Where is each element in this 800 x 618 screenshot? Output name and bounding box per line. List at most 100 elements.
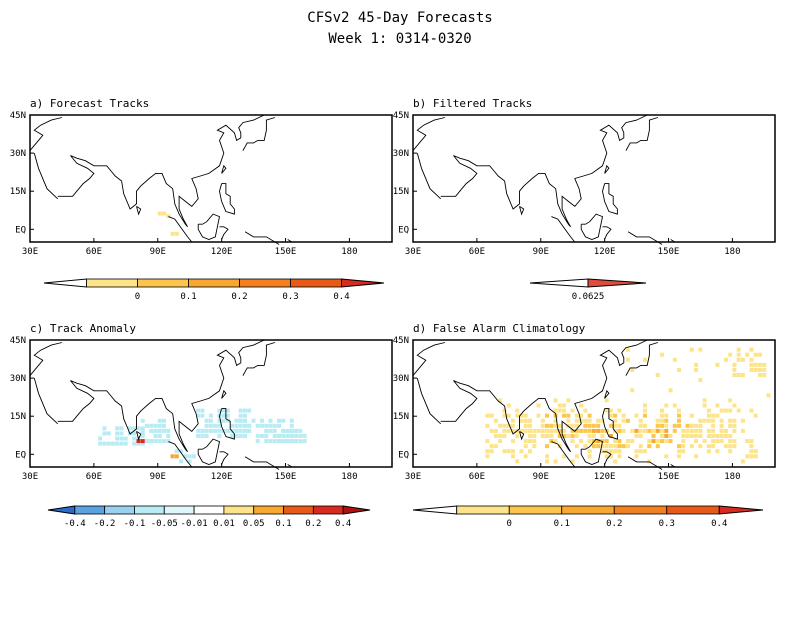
heat-cell (702, 403, 707, 408)
heat-cell (493, 418, 498, 423)
heat-cell (123, 441, 128, 446)
heat-cell (719, 423, 724, 428)
heat-cell (289, 428, 294, 433)
heat-cell (621, 418, 626, 423)
heat-cell (604, 398, 609, 403)
heat-cell (298, 439, 303, 444)
coastline (244, 456, 280, 470)
heat-cell (196, 428, 201, 433)
heat-cell (732, 367, 737, 372)
heat-cell (510, 418, 515, 423)
heat-cell (617, 454, 622, 459)
heat-cell (277, 433, 282, 438)
heat-cell (591, 444, 596, 449)
heat-cell (574, 418, 579, 423)
heat-cell (238, 413, 243, 418)
heat-cell (574, 454, 579, 459)
heat-cell (485, 449, 490, 454)
coastline (221, 389, 227, 399)
colorbar-label: 0.2 (231, 292, 247, 302)
heat-cell (732, 428, 737, 433)
heat-cell (132, 441, 137, 446)
heat-cell (630, 428, 635, 433)
heat-cell (123, 436, 128, 441)
heat-cell (757, 373, 762, 378)
heat-cell (259, 418, 264, 423)
heat-cell (553, 418, 558, 423)
heat-cell (132, 426, 137, 431)
heat-cell (281, 439, 286, 444)
heat-cell (234, 423, 239, 428)
heat-cell (132, 436, 137, 441)
heat-cell (174, 231, 179, 236)
colorbar-segment (587, 278, 647, 288)
heat-cell (298, 428, 303, 433)
heat-cell (651, 433, 656, 438)
coastline (33, 377, 59, 425)
heat-cell (706, 428, 711, 433)
heat-cell (213, 428, 218, 433)
heat-cell (617, 439, 622, 444)
panel-title: d) False Alarm Climatology (413, 322, 586, 335)
heat-cell (677, 454, 682, 459)
heat-cell (719, 433, 724, 438)
heat-cell (591, 428, 596, 433)
heat-cell (166, 433, 171, 438)
heat-cell (545, 433, 550, 438)
heat-cell (489, 413, 494, 418)
heat-cell (732, 362, 737, 367)
lon-tick-label: 30E (22, 472, 38, 482)
heat-cell (255, 433, 260, 438)
heat-cell (583, 444, 588, 449)
colorbar-label: 0.3 (659, 519, 675, 529)
heat-cell (106, 431, 111, 436)
heat-cell (489, 449, 494, 454)
heat-cell (740, 428, 745, 433)
heat-cell (510, 439, 515, 444)
coastline (136, 206, 142, 216)
heat-cell (749, 454, 754, 459)
heat-cell (532, 439, 537, 444)
colorbar-segment (163, 505, 195, 515)
heat-cell (617, 423, 622, 428)
heat-cell (268, 428, 273, 433)
heat-cell (523, 439, 528, 444)
heat-cell (608, 444, 613, 449)
heat-cell (749, 357, 754, 362)
heat-cell (566, 413, 571, 418)
heat-cell (660, 423, 665, 428)
heat-cell (706, 413, 711, 418)
heat-cell (604, 439, 609, 444)
heat-cell (157, 418, 162, 423)
heat-cell (740, 418, 745, 423)
heat-cell (664, 454, 669, 459)
heat-cell (230, 423, 235, 428)
coastline (242, 117, 276, 151)
heat-cell (153, 428, 158, 433)
lon-tick-label: 90E (533, 472, 549, 482)
heat-cell (715, 439, 720, 444)
heat-cell (613, 423, 618, 428)
heat-cell (574, 433, 579, 438)
heat-cell (179, 459, 184, 464)
colorbar-segment (86, 278, 138, 288)
heat-cell (702, 398, 707, 403)
heat-cell (604, 444, 609, 449)
heat-cell (621, 413, 626, 418)
heat-cell (617, 428, 622, 433)
heat-cell (502, 413, 507, 418)
heat-cell (728, 439, 733, 444)
heat-cell (515, 408, 520, 413)
heat-cell (728, 352, 733, 357)
lon-tick-label: 30E (405, 247, 421, 257)
colorbar-label: 0 (135, 292, 140, 302)
heat-cell (527, 418, 532, 423)
colorbar-label: 0.01 (213, 519, 235, 529)
heat-cell (515, 459, 520, 464)
panel-title: c) Track Anomaly (30, 322, 136, 335)
lat-tick-label: 15N (393, 187, 409, 197)
heat-cell (711, 428, 716, 433)
heat-cell (242, 423, 247, 428)
colorbar-label: 0 (507, 519, 512, 529)
heat-cell (638, 428, 643, 433)
